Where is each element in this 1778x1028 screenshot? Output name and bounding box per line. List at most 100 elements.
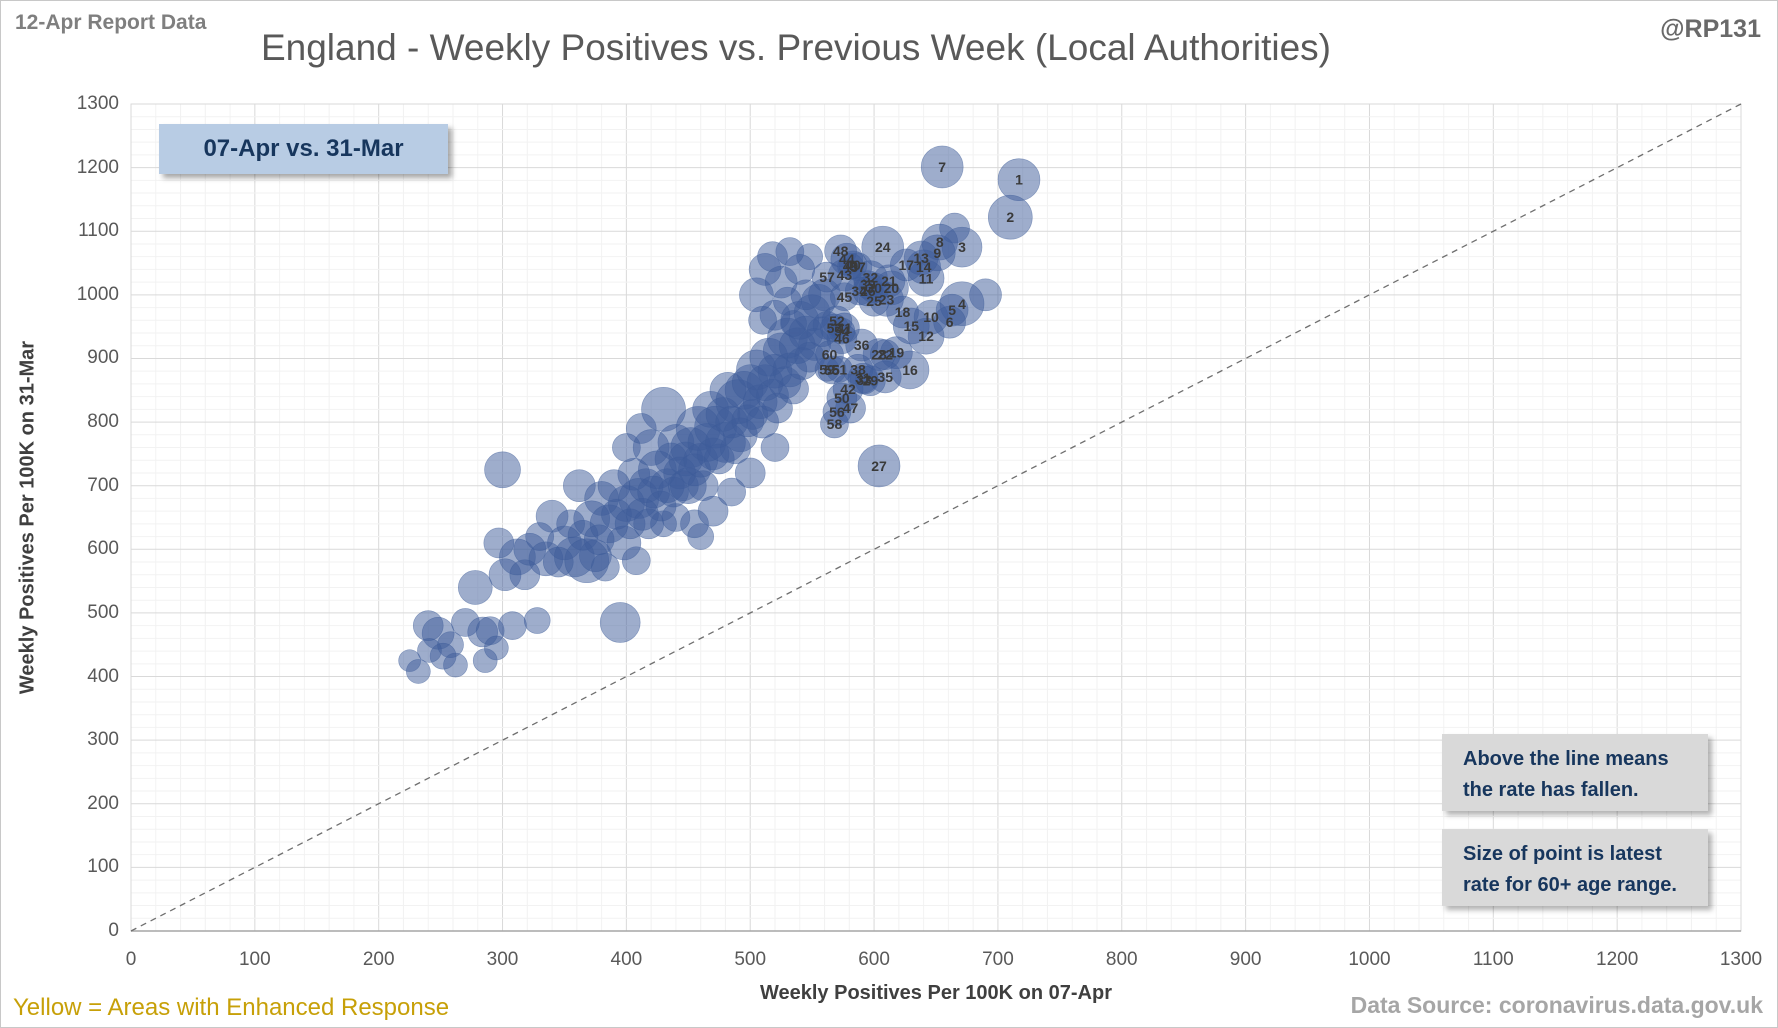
bubble-label-31: 31: [855, 370, 871, 386]
bubble-label-24: 24: [875, 239, 891, 255]
bubble-label-40: 40: [845, 257, 861, 273]
bubble-label-47: 47: [843, 400, 859, 416]
x-tick-200: 200: [362, 949, 395, 970]
comparison-legend-label: 07-Apr vs. 31-Mar: [203, 135, 404, 162]
bubble-label-37: 37: [850, 259, 866, 275]
report-date-label: 12-Apr Report Data: [15, 11, 207, 34]
bubble: [417, 638, 442, 663]
y-tick-200: 200: [87, 792, 119, 814]
bubble: [523, 607, 551, 634]
bubble: [760, 433, 790, 462]
bubble-label-34: 34: [851, 283, 867, 299]
bubble-label-12: 12: [918, 328, 934, 344]
bubble: [796, 243, 823, 270]
bubble-label-45: 45: [837, 289, 853, 305]
bubble: [790, 279, 822, 311]
bubble: [734, 457, 766, 489]
bubble: [483, 527, 515, 559]
note-above-line-l2: the rate has fallen.: [1463, 779, 1639, 801]
bubble-label-19: 19: [889, 345, 905, 361]
enhanced-response-note: Yellow = Areas with Enhanced Response: [13, 994, 450, 1021]
bubble-label-49: 49: [843, 258, 859, 274]
data-source-label: Data Source: coronavirus.data.gov.uk: [1350, 992, 1763, 1018]
bubble-label-21: 21: [881, 273, 897, 289]
bubble-label-14: 14: [916, 259, 932, 275]
bubble-label-43: 43: [837, 267, 853, 283]
bubble-label-23: 23: [879, 291, 895, 307]
bubble-ranked-7: [920, 145, 964, 189]
bubble-label-20: 20: [884, 280, 900, 296]
y-tick-1000: 1000: [76, 283, 119, 305]
bubble-label-18: 18: [895, 304, 911, 320]
y-tick-1200: 1200: [76, 156, 119, 178]
bubble-label-36: 36: [854, 337, 870, 353]
y-tick-700: 700: [87, 474, 119, 496]
bubble-label-5: 5: [948, 302, 956, 318]
chart-title: England - Weekly Positives vs. Previous …: [260, 27, 1332, 68]
y-tick-500: 500: [87, 601, 119, 623]
bubble-ranked-60: [815, 340, 844, 369]
bubble-label-3: 3: [958, 239, 966, 255]
bubble: [472, 648, 498, 673]
bubble: [687, 523, 714, 550]
bubble-label-30: 30: [866, 280, 882, 296]
bubble: [625, 413, 657, 444]
x-tick-700: 700: [982, 949, 1014, 970]
bubble-label-59: 59: [819, 361, 835, 377]
x-tick-1300: 1300: [1719, 949, 1763, 970]
bubble: [484, 451, 521, 489]
bubble-label-51: 51: [832, 361, 848, 377]
bubble-label-41: 41: [837, 320, 853, 336]
y-tick-800: 800: [87, 411, 119, 433]
bubble: [780, 310, 807, 337]
bubble-ranked-57: [811, 261, 843, 293]
bubble-label-58: 58: [827, 416, 843, 432]
note-point-size: Size of point is latest rate for 60+ age…: [1442, 829, 1708, 906]
comparison-legend-box: 07-Apr vs. 31-Mar: [159, 124, 448, 174]
bubble: [621, 546, 651, 576]
bubble: [591, 552, 620, 582]
y-tick-1300: 1300: [76, 93, 119, 114]
bubble-label-1: 1: [1015, 172, 1023, 188]
bubble-ranked-54: [828, 317, 856, 345]
bubble-label-2: 2: [1006, 209, 1014, 225]
bubble-label-29: 29: [863, 373, 879, 389]
bubble-label-11: 11: [919, 270, 934, 286]
bubble-label-28: 28: [871, 347, 887, 363]
y-tick-100: 100: [87, 856, 119, 878]
bubble-label-53: 53: [827, 320, 843, 336]
y-tick-400: 400: [87, 665, 119, 687]
x-tick-900: 900: [1229, 949, 1262, 970]
x-axis-title: Weekly Positives Per 100K on 07-Apr: [759, 982, 1112, 1004]
note-point-size-l2: rate for 60+ age range.: [1463, 874, 1677, 896]
bubble-label-55: 55: [824, 362, 840, 378]
bubble-label-22: 22: [877, 347, 893, 363]
x-tick-500: 500: [734, 949, 767, 970]
author-handle: @RP131: [1660, 15, 1761, 43]
bubble-ranked-58: [820, 409, 849, 439]
x-tick-0: 0: [125, 949, 137, 970]
x-tick-800: 800: [1105, 949, 1138, 970]
y-tick-300: 300: [87, 729, 119, 751]
bubble-label-42: 42: [840, 381, 856, 397]
bubble-label-46: 46: [834, 331, 850, 347]
parity-diagonal-line: [130, 103, 1742, 932]
bubble-label-44: 44: [839, 251, 855, 267]
x-tick-1000: 1000: [1348, 949, 1391, 970]
y-tick-0: 0: [108, 920, 119, 941]
x-tick-300: 300: [486, 949, 519, 970]
bubble-label-48: 48: [833, 243, 849, 259]
bubble-label-27: 27: [871, 458, 887, 474]
bubble-label-10: 10: [923, 309, 939, 325]
x-tick-1200: 1200: [1596, 949, 1639, 970]
bubble-label-25: 25: [866, 293, 882, 309]
bubble-label-33: 33: [856, 372, 872, 388]
y-tick-1100: 1100: [78, 220, 119, 242]
bubble: [457, 570, 493, 605]
y-tick-600: 600: [87, 538, 119, 560]
note-above-line: Above the line means the rate has fallen…: [1442, 734, 1708, 811]
note-point-size-l1: Size of point is latest: [1463, 843, 1662, 865]
x-tick-600: 600: [858, 949, 890, 970]
